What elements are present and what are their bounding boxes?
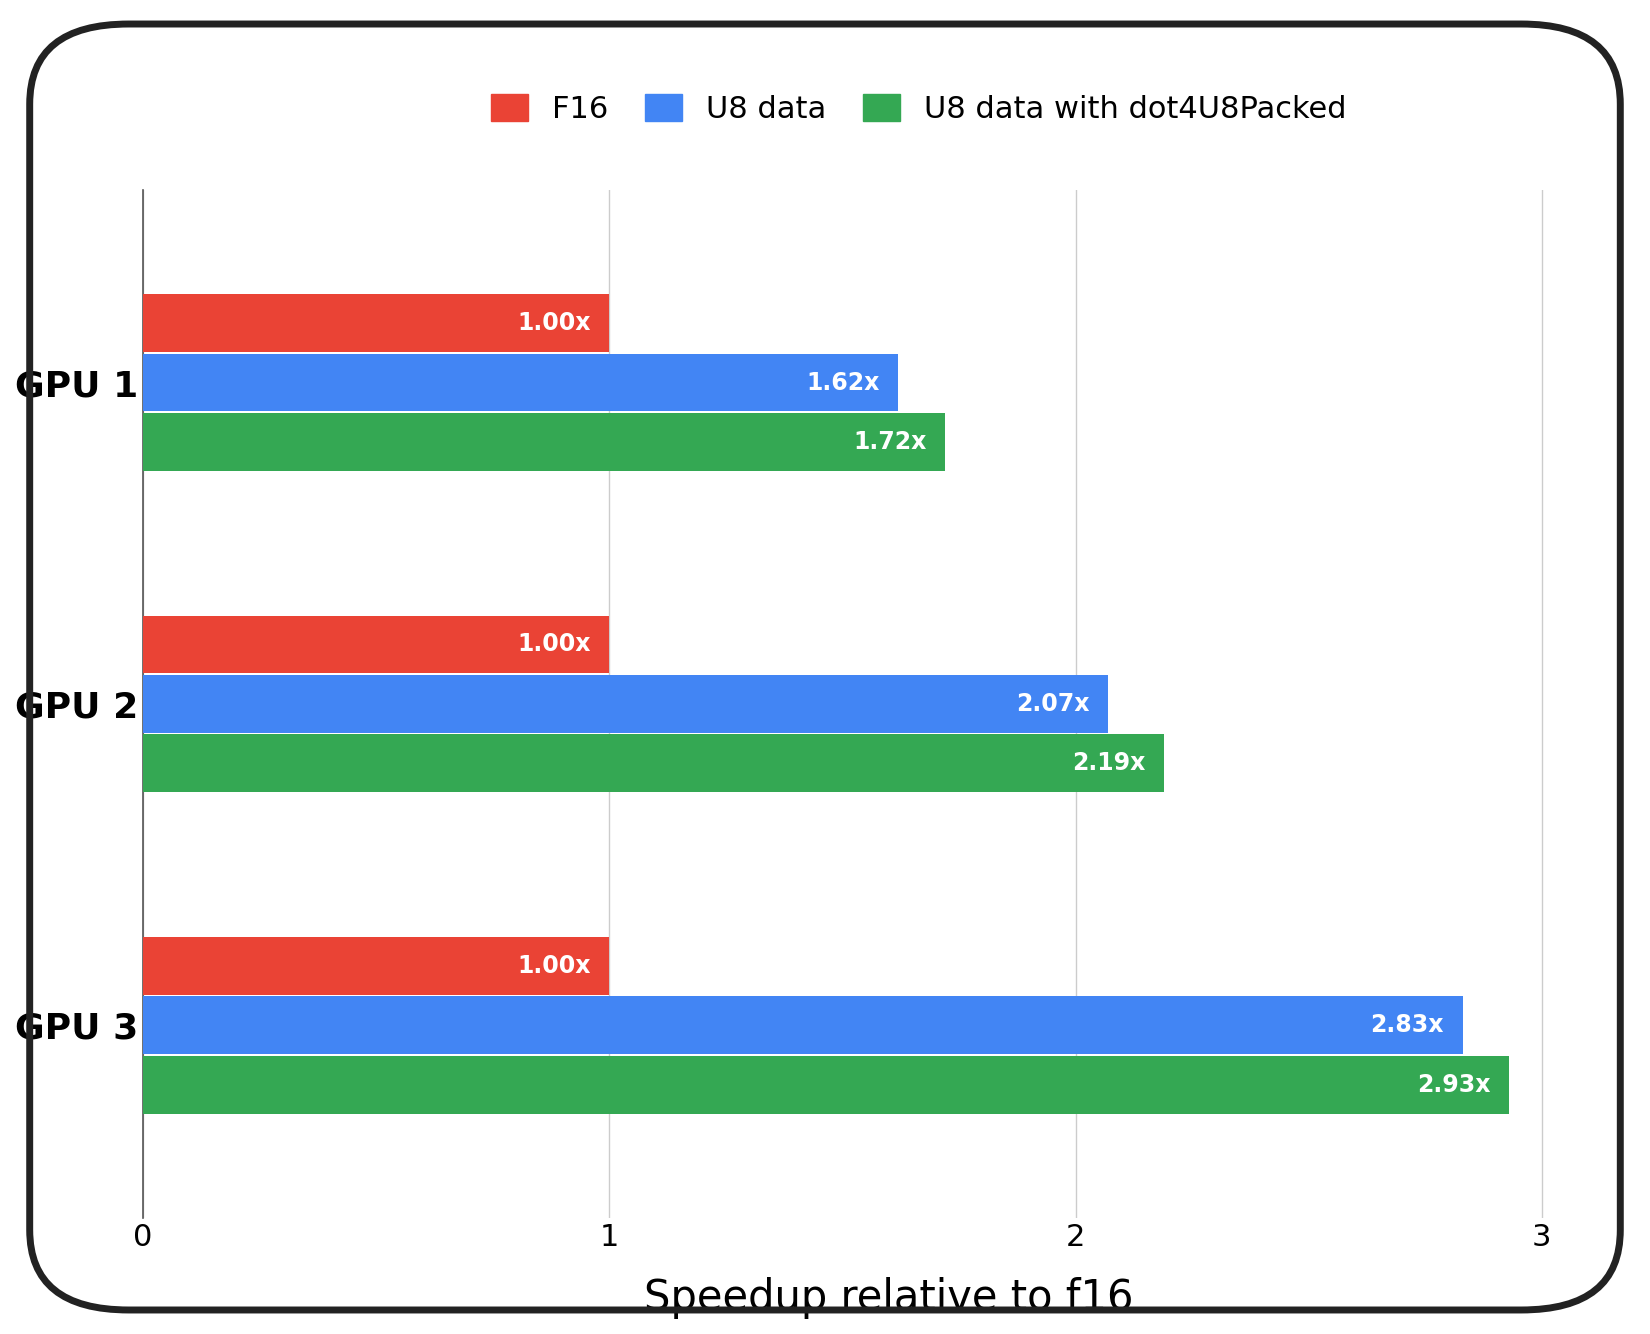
Bar: [144, 996, 1462, 1054]
Bar: [144, 414, 945, 471]
Text: 1.00x: 1.00x: [516, 954, 591, 978]
Text: 2.93x: 2.93x: [1417, 1073, 1490, 1097]
Bar: [144, 936, 609, 995]
Text: 1.72x: 1.72x: [853, 430, 926, 454]
Text: 1.62x: 1.62x: [807, 371, 879, 395]
Bar: [144, 1055, 1510, 1114]
Text: 1.00x: 1.00x: [516, 311, 591, 335]
Text: 2.07x: 2.07x: [1016, 692, 1089, 716]
Bar: [144, 615, 609, 674]
Bar: [144, 293, 609, 352]
Bar: [144, 735, 1165, 792]
Bar: [144, 675, 1109, 732]
Text: 2.83x: 2.83x: [1371, 1014, 1444, 1038]
Legend: F16, U8 data, U8 data with dot4U8Packed: F16, U8 data, U8 data with dot4U8Packed: [478, 81, 1360, 136]
X-axis label: Speedup relative to f16: Speedup relative to f16: [644, 1277, 1134, 1319]
Bar: [144, 354, 898, 411]
Text: 1.00x: 1.00x: [516, 632, 591, 656]
Text: 2.19x: 2.19x: [1072, 751, 1145, 775]
